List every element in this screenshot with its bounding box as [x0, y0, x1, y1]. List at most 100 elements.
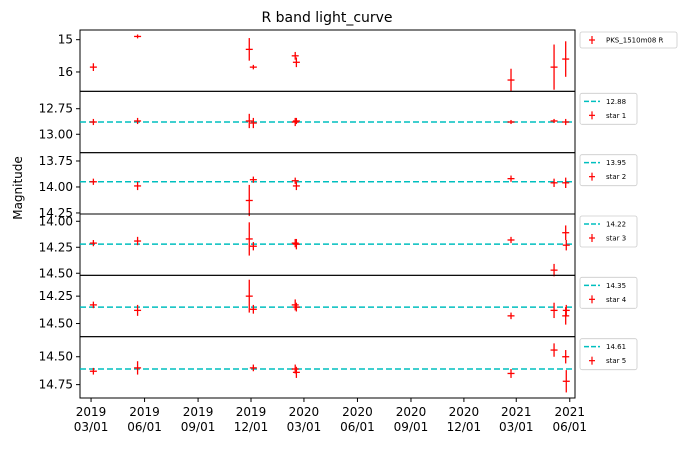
- data-point: [291, 177, 299, 184]
- x-tick-label-date: 09/01: [394, 420, 429, 434]
- legend-series-label: star 3: [606, 235, 626, 243]
- data-point: [507, 312, 515, 320]
- legend-box: [579, 31, 678, 49]
- x-tick-label-date: 12/01: [447, 420, 482, 434]
- data-point: [249, 242, 257, 251]
- x-tick-label-year: 2019: [183, 405, 214, 419]
- x-tick-label-year: 2021: [501, 405, 532, 419]
- data-point: [507, 369, 515, 378]
- x-tick-label-date: 03/01: [499, 420, 534, 434]
- data-point: [562, 350, 570, 364]
- legend-mean-label: 12.88: [606, 98, 626, 106]
- legend-2: 12.88 star 1: [579, 92, 638, 125]
- data-point: [291, 51, 299, 60]
- data-point: [292, 302, 300, 312]
- legend-6: 14.61 star 5: [579, 338, 638, 371]
- y-axis-label: Magnitude: [11, 156, 25, 220]
- legends-group: PKS_1510m08 R 12.88 star 1 13.95 star 2 14.22…: [579, 31, 678, 371]
- panels-group: 151612.7513.0013.7514.0014.2514.0014.251…: [39, 29, 576, 399]
- data-point: [292, 117, 300, 125]
- data-point: [507, 119, 515, 125]
- y-tick-label: 14.75: [39, 378, 73, 392]
- data-point: [562, 304, 570, 316]
- x-tick-label-year: 2020: [289, 405, 320, 419]
- data-point: [550, 302, 558, 319]
- x-tick-label-date: 03/01: [74, 420, 109, 434]
- data-point: [245, 222, 253, 256]
- data-point: [507, 68, 515, 92]
- data-point: [134, 304, 142, 316]
- data-point: [89, 239, 97, 247]
- legend-series-label: PKS_1510m08 R: [606, 37, 664, 45]
- data-point: [550, 118, 558, 124]
- legend-mean-label: 14.61: [606, 343, 626, 351]
- data-point: [562, 225, 570, 240]
- x-tick-label-date: 12/01: [234, 420, 269, 434]
- y-tick-label: 14.25: [39, 206, 73, 220]
- data-point: [245, 38, 253, 61]
- legend-4: 14.22 star 3: [579, 215, 638, 248]
- y-tick-label: 13.75: [39, 154, 73, 168]
- data-point: [507, 236, 515, 244]
- panel-frame: [79, 29, 576, 92]
- data-point: [245, 184, 253, 217]
- legend-mean-label: 14.22: [606, 221, 626, 229]
- data-point: [562, 370, 570, 393]
- data-point: [134, 34, 142, 39]
- x-tick-label-year: 2019: [129, 405, 160, 419]
- y-tick-label: 13.00: [39, 127, 73, 141]
- data-point: [292, 238, 300, 250]
- legend-3: 13.95 star 2: [579, 154, 638, 187]
- x-axis-ticks: 201903/01201906/01201909/01201912/012020…: [74, 398, 587, 434]
- data-point: [249, 64, 257, 70]
- data-point: [245, 279, 253, 313]
- data-point: [562, 41, 570, 77]
- data-point: [562, 118, 570, 126]
- x-tick-label-year: 2020: [449, 405, 480, 419]
- data-point: [249, 304, 257, 314]
- data-point: [292, 366, 300, 378]
- y-tick-label: 15: [58, 33, 73, 47]
- panel-frame: [79, 152, 576, 215]
- data-point: [134, 181, 142, 191]
- legend-5: 14.35 star 4: [579, 276, 638, 309]
- x-tick-label-year: 2019: [76, 405, 107, 419]
- y-tick-label: 14.25: [39, 240, 73, 254]
- x-tick-label-year: 2020: [342, 405, 373, 419]
- data-point: [550, 343, 558, 357]
- data-point: [89, 178, 97, 185]
- chart-title: R band light_curve: [261, 10, 392, 26]
- data-point: [562, 239, 570, 251]
- y-tick-label: 14.00: [39, 214, 73, 228]
- data-point: [249, 176, 257, 183]
- data-point: [292, 57, 300, 68]
- legend-1: PKS_1510m08 R: [579, 31, 678, 49]
- data-point: [292, 181, 300, 191]
- y-tick-label: 16: [58, 65, 73, 79]
- legend-series-label: star 2: [606, 173, 626, 181]
- y-tick-label: 14.50: [39, 317, 73, 331]
- y-tick-label: 14.00: [39, 180, 73, 194]
- panel-2: 12.75 13.00: [39, 90, 576, 154]
- data-point: [291, 238, 299, 248]
- data-point: [89, 63, 97, 71]
- legend-series-label: star 5: [606, 357, 626, 365]
- legend-mean-label: 14.35: [606, 282, 626, 290]
- data-point: [562, 177, 570, 189]
- data-point: [89, 118, 97, 126]
- panel-6: 14.50 14.75: [39, 336, 576, 399]
- data-point: [550, 44, 558, 90]
- legend-series-label: star 1: [606, 112, 626, 120]
- panel-frame: [79, 274, 576, 338]
- x-tick-label-date: 06/01: [552, 420, 587, 434]
- panel-frame: [79, 336, 576, 399]
- data-point: [550, 178, 558, 187]
- x-tick-label-year: 2020: [396, 405, 427, 419]
- data-point: [245, 113, 253, 129]
- data-point: [134, 236, 142, 246]
- data-point: [249, 364, 257, 372]
- data-point: [550, 263, 558, 277]
- panel-3: 13.75 14.00 14.25: [39, 152, 576, 220]
- y-tick-label: 12.75: [39, 102, 73, 116]
